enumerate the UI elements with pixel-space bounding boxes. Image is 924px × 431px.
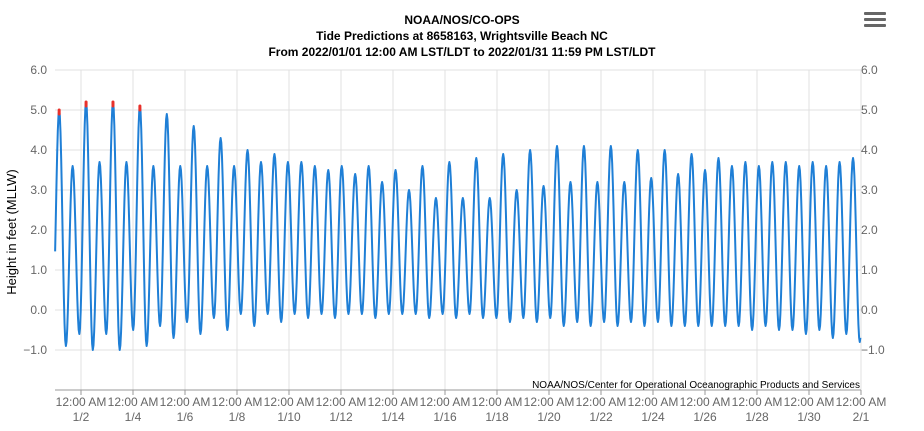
chart-title-block: NOAA/NOS/CO-OPS Tide Predictions at 8658… xyxy=(268,13,656,59)
x-tick-label-date: 1/4 xyxy=(125,410,142,424)
x-tick-label-date: 2/1 xyxy=(853,410,870,424)
y-tick-label-right: 3.0 xyxy=(861,183,878,197)
y-tick-label-right: 1.0 xyxy=(861,263,878,277)
menu-bar-3 xyxy=(864,24,886,27)
y-tick-label-right: 4.0 xyxy=(861,143,878,157)
x-tick-label-date: 1/8 xyxy=(229,410,246,424)
x-tick-label-time: 12:00 AM xyxy=(316,395,367,409)
y-axis-title: Height in feet (MLLW) xyxy=(4,169,19,294)
y-tick-label-left: 4.0 xyxy=(30,143,47,157)
y-tick-label-left: −1.0 xyxy=(23,343,47,357)
x-tick-label-date: 1/26 xyxy=(693,410,717,424)
hamburger-menu-icon[interactable] xyxy=(864,12,886,32)
x-tick-label-time: 12:00 AM xyxy=(732,395,783,409)
x-tick-label-time: 12:00 AM xyxy=(628,395,679,409)
x-tick-label-time: 12:00 AM xyxy=(264,395,315,409)
plot-area xyxy=(54,100,862,351)
y-tick-label-left: 6.0 xyxy=(30,63,47,77)
y-tick-label-left: 2.0 xyxy=(30,223,47,237)
y-axis-left: −1.0 0.0 1.0 2.0 3.0 4.0 5.0 6.0 xyxy=(23,63,47,357)
y-tick-label-left: 1.0 xyxy=(30,263,47,277)
x-axis: 12:00 AM1/212:00 AM1/412:00 AM1/612:00 A… xyxy=(55,389,887,424)
x-tick-label-time: 12:00 AM xyxy=(56,395,107,409)
menu-bar-1 xyxy=(864,12,886,15)
x-tick-label-time: 12:00 AM xyxy=(472,395,523,409)
chart-title-line-1: NOAA/NOS/CO-OPS xyxy=(404,13,519,27)
x-tick-label-date: 1/12 xyxy=(329,410,353,424)
x-tick-label-time: 12:00 AM xyxy=(784,395,835,409)
y-tick-label-left: 0.0 xyxy=(30,303,47,317)
x-tick-label-date: 1/30 xyxy=(797,410,821,424)
x-tick-label-date: 1/24 xyxy=(641,410,665,424)
chart-title-line-2: Tide Predictions at 8658163, Wrightsvill… xyxy=(316,29,608,43)
credit-text: NOAA/NOS/Center for Operational Oceanogr… xyxy=(532,380,860,391)
x-tick-label-time: 12:00 AM xyxy=(212,395,263,409)
x-tick-label-time: 12:00 AM xyxy=(160,395,211,409)
x-tick-label-date: 1/2 xyxy=(73,410,90,424)
x-tick-label-time: 12:00 AM xyxy=(108,395,159,409)
x-tick-label-time: 12:00 AM xyxy=(836,395,887,409)
x-tick-label-date: 1/6 xyxy=(177,410,194,424)
x-tick-label-date: 1/14 xyxy=(381,410,405,424)
x-tick-label-date: 1/18 xyxy=(485,410,509,424)
x-tick-label-time: 12:00 AM xyxy=(368,395,419,409)
y-tick-label-right: 0.0 xyxy=(861,303,878,317)
x-tick-label-date: 1/20 xyxy=(537,410,561,424)
x-tick-label-date: 1/16 xyxy=(433,410,457,424)
tide-series-line xyxy=(54,101,862,351)
x-tick-label-date: 1/10 xyxy=(277,410,301,424)
x-tick-label-time: 12:00 AM xyxy=(524,395,575,409)
chart-grid xyxy=(55,69,862,390)
menu-bar-2 xyxy=(864,18,886,21)
x-tick-label-time: 12:00 AM xyxy=(680,395,731,409)
y-axis-right: −1.0 0.0 1.0 2.0 3.0 4.0 5.0 6.0 xyxy=(861,63,885,357)
y-tick-label-right: 2.0 xyxy=(861,223,878,237)
x-tick-label-date: 1/28 xyxy=(745,410,769,424)
y-tick-label-right: −1.0 xyxy=(861,343,885,357)
y-tick-label-left: 5.0 xyxy=(30,103,47,117)
x-tick-label-date: 1/22 xyxy=(589,410,613,424)
x-tick-label-time: 12:00 AM xyxy=(576,395,627,409)
y-tick-label-left: 3.0 xyxy=(30,183,47,197)
y-tick-label-right: 5.0 xyxy=(861,103,878,117)
x-tick-label-time: 12:00 AM xyxy=(420,395,471,409)
y-tick-label-right: 6.0 xyxy=(861,63,878,77)
chart-title-line-3: From 2022/01/01 12:00 AM LST/LDT to 2022… xyxy=(268,45,656,59)
